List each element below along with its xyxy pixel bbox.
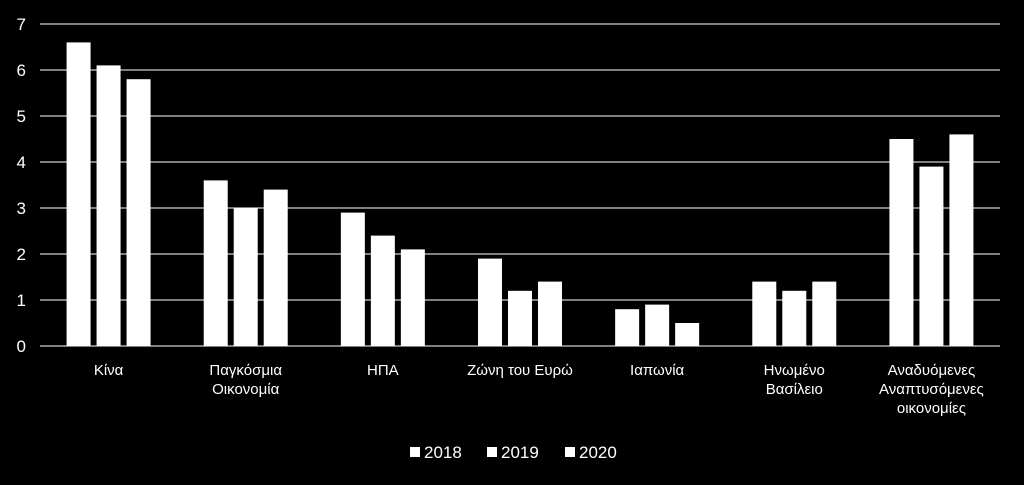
y-tick-label: 0 — [17, 337, 26, 356]
y-tick-label: 6 — [17, 61, 26, 80]
bar-2020 — [126, 79, 151, 346]
bar-2020 — [675, 323, 700, 346]
legend-swatch-2020 — [565, 447, 575, 457]
bar-2020 — [812, 281, 837, 346]
bar-2019 — [782, 290, 807, 346]
bar-2018 — [615, 309, 640, 346]
legend: 2018 2019 2020 — [410, 443, 617, 462]
gridlines — [40, 23, 1000, 347]
legend-swatch-2019 — [487, 447, 497, 457]
bar-2019 — [233, 208, 258, 346]
bar-2019 — [645, 304, 670, 346]
bars — [66, 42, 974, 347]
bar-2018 — [478, 258, 502, 346]
y-axis: 0 1 2 3 4 5 6 7 — [17, 15, 26, 356]
y-tick-label: 3 — [17, 199, 26, 218]
bar-2018 — [752, 281, 777, 346]
x-category-label: Ζώνη του Ευρώ — [467, 362, 573, 379]
bar-2020 — [263, 189, 288, 346]
x-category-label: ΗΠΑ — [367, 362, 399, 379]
x-axis: Κίνα Παγκόσμια Οικονομία ΗΠΑ Ζώνη του Ευρώ Ια… — [94, 362, 984, 417]
x-category-label: Παγκόσμια Οικονομία — [209, 362, 282, 398]
x-category-label: Κίνα — [94, 362, 124, 379]
legend-label-2019: 2019 — [501, 443, 539, 462]
bar-2019 — [508, 290, 532, 346]
y-tick-label: 4 — [17, 153, 26, 172]
x-category-label: Αναδυόμενες Αναπτυσόμενες οικονομίες — [879, 362, 984, 417]
legend-swatch-2018 — [410, 447, 420, 457]
bar-2019 — [919, 166, 944, 346]
x-category-label: Ηνωμένο Βασίλειο — [764, 362, 825, 398]
y-tick-label: 7 — [17, 15, 26, 34]
bar-2020 — [949, 134, 974, 346]
y-tick-label: 2 — [17, 245, 26, 264]
y-tick-label: 1 — [17, 291, 26, 310]
bar-2018 — [203, 180, 228, 346]
bar-2020 — [400, 249, 425, 346]
legend-label-2018: 2018 — [424, 443, 462, 462]
y-tick-label: 5 — [17, 107, 26, 126]
bar-2018 — [66, 42, 91, 347]
x-category-label: Ιαπωνία — [630, 362, 685, 379]
legend-label-2020: 2020 — [579, 443, 617, 462]
bar-2019 — [370, 235, 395, 346]
bar-2018 — [889, 139, 914, 346]
bar-2018 — [340, 212, 365, 346]
bar-2019 — [96, 65, 121, 347]
bar-2020 — [538, 281, 562, 346]
